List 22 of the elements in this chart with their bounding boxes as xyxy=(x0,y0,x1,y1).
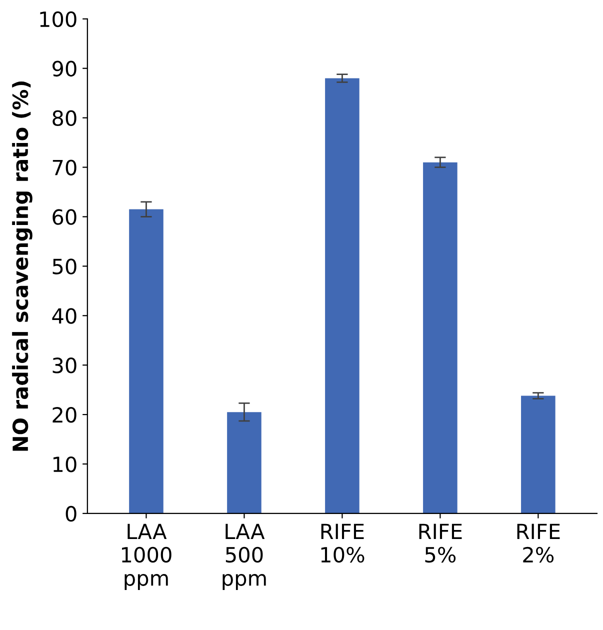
bar xyxy=(325,78,360,514)
y-tick-label: 80 xyxy=(52,110,76,126)
y-tick-label: 60 xyxy=(52,209,76,225)
y-tick-label: 0 xyxy=(66,506,76,522)
y-tick-label: 100 xyxy=(40,11,76,28)
x-tick-label: RIFE 2% xyxy=(517,524,560,563)
x-tick-label: RIFE 10% xyxy=(321,524,364,563)
y-tick-label: 50 xyxy=(52,258,76,274)
y-tick-label: 20 xyxy=(52,406,76,423)
y-tick-label: 40 xyxy=(52,308,76,324)
bar xyxy=(227,412,262,514)
bar xyxy=(521,396,556,514)
y-tick-label: 30 xyxy=(52,358,76,374)
y-tick-label: 70 xyxy=(52,160,76,176)
y-axis-title: NO radical scavenging ratio (%) xyxy=(12,82,32,451)
x-tick-label: RIFE 5% xyxy=(419,524,462,563)
bar xyxy=(129,209,164,514)
bar xyxy=(423,162,458,514)
y-tick-label: 10 xyxy=(53,456,76,472)
x-tick-label: LAA 1000 ppm xyxy=(122,524,172,590)
x-tick-label: LAA 500 ppm xyxy=(222,524,266,590)
y-tick-label: 90 xyxy=(52,60,76,77)
